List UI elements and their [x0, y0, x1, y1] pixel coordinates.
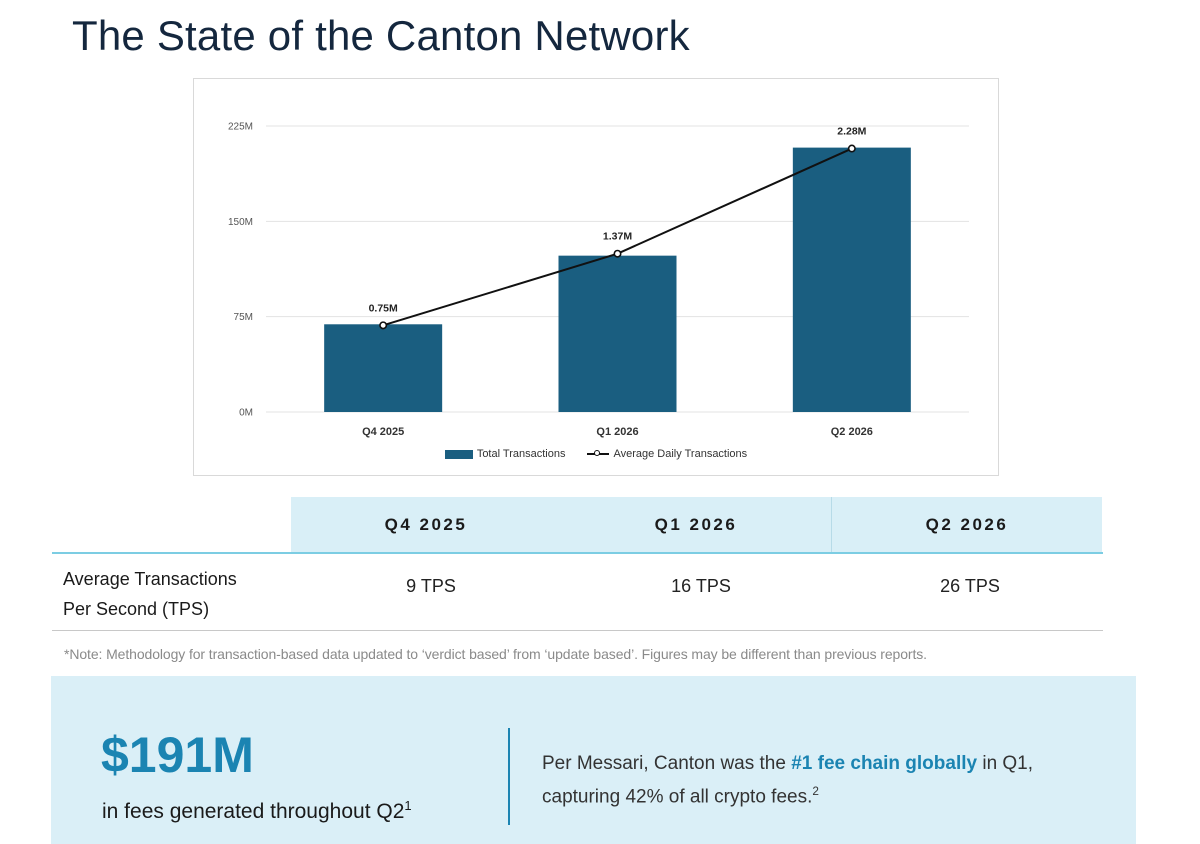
fees-caption-text: in fees generated throughout Q2: [102, 800, 405, 823]
cell-q4-2025: 9 TPS: [406, 576, 456, 596]
transactions-chart: 0M 75M 150M 225M Q4 2025 Q1 2026 Q2 2026 0.75M 1…: [228, 122, 969, 438]
row-label-line2: Per Second (TPS): [63, 599, 210, 619]
data-label: 2.28M: [837, 126, 866, 138]
bar: [324, 324, 443, 412]
data-label: 1.37M: [603, 231, 632, 243]
fees-divider: [508, 728, 510, 825]
quote-highlight: #1 fee chain globally: [791, 753, 978, 774]
row-label: Average Transactions Per Second (TPS): [63, 564, 283, 624]
legend-swatch-bars: [444, 449, 473, 459]
bar: [558, 255, 677, 412]
table-bottom-rule: [52, 630, 1103, 631]
fees-panel: $191M in fees generated throughout Q21 P…: [51, 676, 1136, 844]
legend-item-line: Average Daily Transactions: [587, 448, 747, 460]
table-row: Average Transactions Per Second (TPS) 9 …: [52, 554, 1103, 629]
legend-item-bars: Total Transactions: [444, 448, 566, 460]
legend-label-bars: Total Transactions: [476, 448, 566, 460]
methodology-note: *Note: Methodology for transaction-based…: [64, 646, 927, 662]
table-header-rule: [52, 552, 1103, 554]
fees-amount: $191M: [101, 727, 254, 783]
quote-post: in Q1, capturing 42% of all crypto fees.: [542, 753, 1034, 808]
chart-legend: Total Transactions Average Daily Transac…: [194, 448, 998, 460]
quote-pre: Per Messari, Canton was the: [542, 753, 792, 774]
footnote-2: 2: [812, 785, 819, 798]
header-q4-2025: Q4 2025: [384, 514, 468, 534]
y-tick-label: 75M: [234, 312, 253, 323]
line-point: [847, 144, 856, 153]
cell-q1-2026: 16 TPS: [671, 576, 731, 596]
y-tick-label: 0M: [239, 408, 253, 419]
y-tick-label: 150M: [228, 217, 253, 228]
line-point: [613, 249, 622, 258]
tps-table-header: Q4 2025 Q1 2026 Q2 2026: [291, 497, 1102, 552]
legend-label-line: Average Daily Transactions: [613, 448, 748, 460]
messari-quote: Per Messari, Canton was the #1 fee chain…: [542, 750, 1112, 811]
fees-caption: in fees generated throughout Q21: [102, 798, 412, 824]
header-q1-2026: Q1 2026: [654, 514, 738, 534]
line-point: [379, 321, 388, 330]
chart-container: 0M 75M 150M 225M Q4 2025 Q1 2026 Q2 2026 0.75M 1…: [193, 78, 999, 476]
page-title: The State of the Canton Network: [72, 12, 690, 59]
bar: [792, 147, 911, 412]
x-tick-label: Q1 2026: [596, 426, 638, 438]
x-tick-label: Q4 2025: [362, 426, 404, 438]
header-q2-2026: Q2 2026: [831, 497, 1102, 552]
x-tick-label: Q2 2026: [831, 426, 873, 438]
footnote-1: 1: [404, 798, 412, 813]
cell-q2-2026: 26 TPS: [940, 576, 1000, 596]
legend-swatch-line: [587, 448, 610, 460]
y-tick-label: 225M: [228, 122, 253, 133]
data-label: 0.75M: [369, 302, 398, 314]
row-label-line1: Average Transactions: [63, 569, 237, 589]
